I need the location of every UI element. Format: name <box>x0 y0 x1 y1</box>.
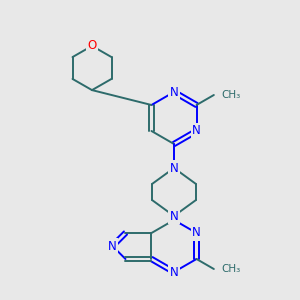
Text: N: N <box>169 85 178 98</box>
Text: N: N <box>192 124 201 137</box>
Text: CH₃: CH₃ <box>222 264 241 274</box>
Text: N: N <box>169 209 178 223</box>
Text: N: N <box>169 161 178 175</box>
Text: N: N <box>108 239 117 253</box>
Text: O: O <box>87 39 97 52</box>
Text: N: N <box>192 226 201 239</box>
Text: N: N <box>169 266 178 278</box>
Text: CH₃: CH₃ <box>222 90 241 100</box>
